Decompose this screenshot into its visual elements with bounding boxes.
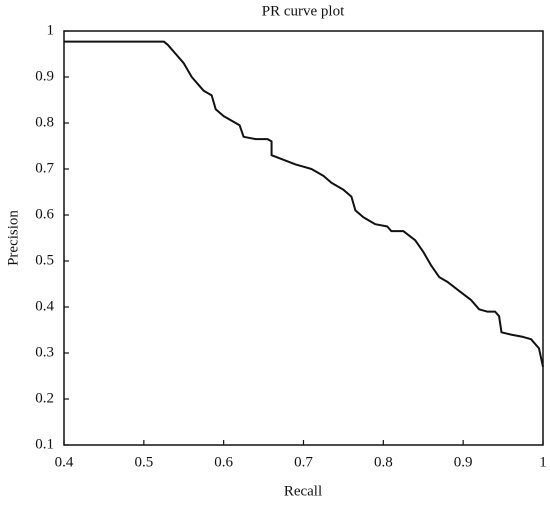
chart-title: PR curve plot bbox=[262, 3, 345, 19]
x-tick-label: 1 bbox=[539, 454, 547, 470]
x-tick-label: 0.6 bbox=[214, 454, 233, 470]
y-tick-label: 0.3 bbox=[35, 344, 54, 360]
x-tick-label: 0.9 bbox=[454, 454, 473, 470]
y-tick-label: 0.6 bbox=[35, 206, 54, 222]
plot-frame bbox=[63, 30, 544, 446]
y-tick-label: 1 bbox=[47, 22, 55, 38]
y-tick-label: 0.4 bbox=[35, 298, 54, 314]
y-tick-label: 0.1 bbox=[35, 436, 54, 452]
y-tick-label: 0.2 bbox=[35, 390, 54, 406]
y-tick-label: 0.7 bbox=[35, 160, 54, 176]
x-tick-label: 0.8 bbox=[374, 454, 393, 470]
y-tick-label: 0.8 bbox=[35, 114, 54, 130]
y-tick-label: 0.9 bbox=[35, 68, 54, 84]
pr-curve bbox=[64, 40, 544, 368]
x-tick-label: 0.5 bbox=[134, 454, 153, 470]
y-axis-label: Precision bbox=[5, 210, 21, 266]
y-tick-label: 0.5 bbox=[35, 252, 54, 268]
x-axis-label: Recall bbox=[284, 483, 322, 499]
x-tick-label: 0.4 bbox=[55, 454, 74, 470]
x-tick-label: 0.7 bbox=[294, 454, 313, 470]
